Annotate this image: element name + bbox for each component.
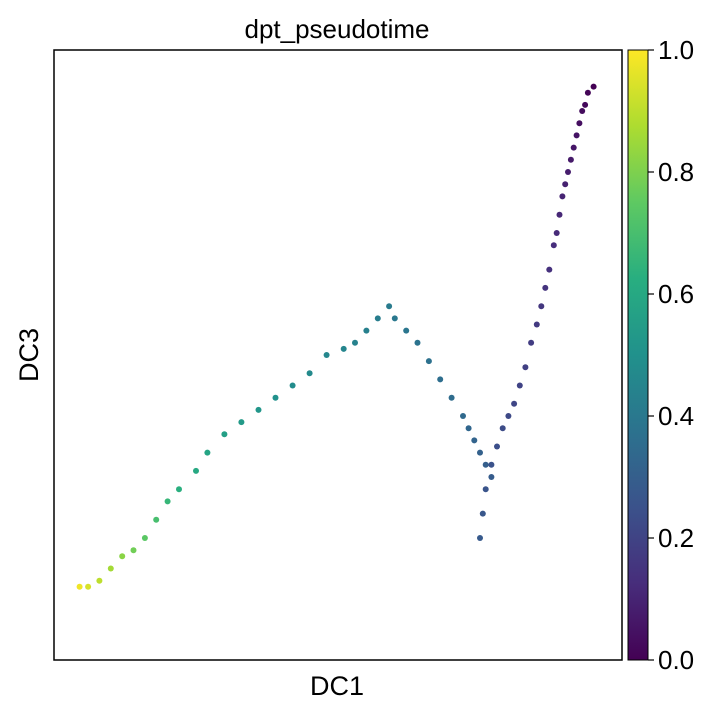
data-point <box>556 211 563 218</box>
data-point <box>471 437 478 444</box>
data-point <box>153 516 160 523</box>
colorbar-tick-label: 0.2 <box>658 523 694 553</box>
data-point <box>340 345 347 352</box>
data-point <box>85 583 92 590</box>
data-point <box>567 156 574 163</box>
data-point <box>107 565 114 572</box>
data-point <box>374 315 381 322</box>
data-point <box>482 486 489 493</box>
data-point <box>528 339 535 346</box>
data-point <box>386 303 393 310</box>
data-point <box>352 339 358 346</box>
y-axis-label: DC3 <box>14 328 44 382</box>
colorbar-tick-label: 0.6 <box>658 279 694 309</box>
data-point <box>511 400 518 407</box>
data-points <box>76 83 597 590</box>
data-point <box>582 101 589 108</box>
data-point <box>522 364 529 371</box>
data-point <box>553 230 560 236</box>
data-point <box>538 303 545 310</box>
data-point <box>488 474 495 480</box>
data-point <box>460 413 466 419</box>
plot-frame <box>53 49 623 661</box>
data-point <box>363 327 370 334</box>
data-point <box>576 120 583 127</box>
data-point <box>204 449 211 456</box>
data-point <box>437 376 444 383</box>
data-point <box>584 89 591 96</box>
data-point <box>565 169 571 175</box>
chart-title: dpt_pseudotime <box>244 14 429 44</box>
data-point <box>272 394 279 401</box>
data-point <box>562 181 569 188</box>
data-point <box>477 535 483 541</box>
colorbar-tick-label: 0.8 <box>658 157 694 187</box>
data-point <box>289 382 296 389</box>
data-point <box>573 132 580 139</box>
data-point <box>590 83 597 90</box>
data-point <box>488 461 495 468</box>
colorbar <box>627 49 649 661</box>
data-point <box>76 583 83 590</box>
x-axis-label: DC1 <box>310 671 364 701</box>
data-point <box>96 577 103 584</box>
data-point <box>176 486 182 493</box>
data-point <box>403 327 410 334</box>
data-point <box>141 535 148 541</box>
data-point <box>323 352 330 358</box>
data-point <box>579 108 586 114</box>
data-point <box>550 242 557 249</box>
colorbar-ticks: 0.0 0.2 0.4 0.6 0.8 1.0 <box>648 35 694 675</box>
data-point <box>130 547 137 554</box>
data-point <box>533 321 540 328</box>
data-point <box>494 443 500 450</box>
data-point <box>516 382 523 389</box>
data-point <box>306 370 313 377</box>
data-point <box>542 284 549 291</box>
data-point <box>164 498 171 505</box>
colorbar-tick-label: 0.4 <box>658 401 694 431</box>
data-point <box>425 358 432 365</box>
data-point <box>238 419 245 426</box>
data-point <box>559 193 566 200</box>
data-point <box>482 461 489 468</box>
data-point <box>477 449 483 456</box>
data-point <box>479 510 486 517</box>
data-point <box>448 394 455 401</box>
data-point <box>546 266 553 273</box>
colorbar-tick-label: 0.0 <box>658 645 694 675</box>
colorbar-tick-label: 1.0 <box>658 35 694 65</box>
data-point <box>499 425 506 432</box>
data-point <box>414 339 421 346</box>
data-point <box>193 467 199 474</box>
data-point <box>505 413 512 419</box>
data-point <box>465 425 472 432</box>
data-point <box>255 406 262 413</box>
data-point <box>221 431 228 438</box>
data-point <box>391 315 398 322</box>
data-point <box>119 553 126 560</box>
data-point <box>570 144 577 151</box>
